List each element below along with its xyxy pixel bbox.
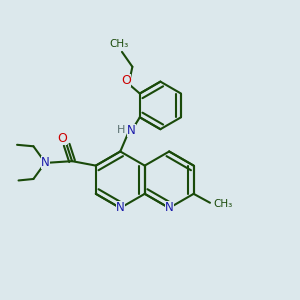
Text: H: H (117, 125, 125, 135)
Text: N: N (116, 202, 125, 214)
Text: N: N (127, 124, 136, 136)
Text: N: N (41, 156, 50, 169)
Text: CH₃: CH₃ (110, 39, 129, 49)
Text: O: O (57, 132, 67, 145)
Text: N: N (165, 202, 174, 214)
Text: CH₃: CH₃ (214, 199, 233, 209)
Text: O: O (121, 74, 131, 87)
